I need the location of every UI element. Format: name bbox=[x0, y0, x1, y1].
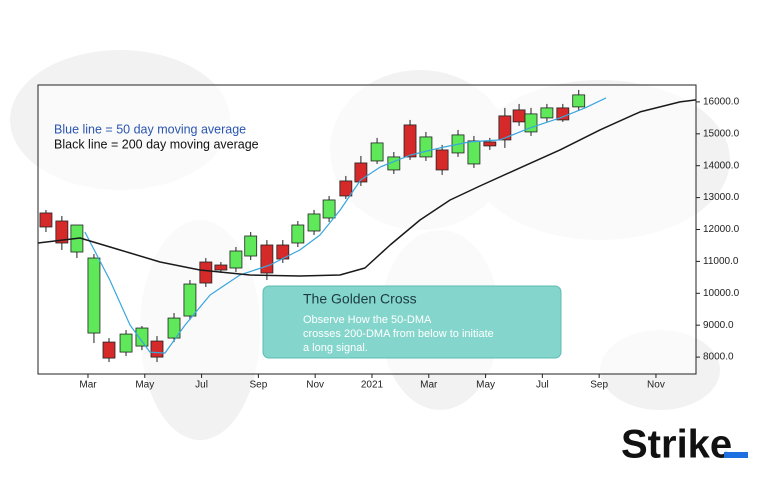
annotation-line: crosses 200-DMA from below to initiate bbox=[303, 328, 494, 340]
candle-body bbox=[483, 141, 497, 147]
candle-body bbox=[102, 341, 116, 359]
candle-body bbox=[229, 250, 243, 269]
annotation-box bbox=[262, 285, 562, 359]
candle-body bbox=[244, 235, 258, 257]
x-tick-label: May bbox=[476, 380, 495, 391]
candle-body bbox=[119, 333, 133, 353]
x-tick-label: Sep bbox=[590, 380, 608, 391]
x-tick-label: 2021 bbox=[361, 380, 384, 391]
y-tick-label: 16000.0 bbox=[703, 97, 740, 108]
y-tick-label: 9000.0 bbox=[703, 320, 734, 331]
candle-body bbox=[419, 136, 433, 158]
y-tick-label: 13000.0 bbox=[703, 192, 740, 203]
x-tick-label: Nov bbox=[647, 380, 665, 391]
x-tick-label: Sep bbox=[249, 380, 267, 391]
brand-accent bbox=[724, 452, 748, 458]
x-tick-label: May bbox=[135, 380, 154, 391]
candle-body bbox=[214, 264, 228, 271]
x-tick-label: Jul bbox=[536, 380, 549, 391]
annotation-line: Observe How the 50-DMA bbox=[303, 314, 432, 326]
x-tick-label: Mar bbox=[420, 380, 438, 391]
candle-body bbox=[167, 317, 181, 339]
candle-body bbox=[512, 109, 526, 123]
candle-body bbox=[199, 261, 213, 284]
candle-body bbox=[572, 94, 586, 108]
y-tick-label: 8000.0 bbox=[703, 352, 734, 363]
candle-body bbox=[339, 180, 353, 197]
candle-body bbox=[135, 327, 149, 347]
candle-body bbox=[322, 199, 336, 219]
x-tick-label: Jul bbox=[195, 380, 208, 391]
plot: 8000.0 9000.0 10000.0 11000.0 12000.0 13000.0… bbox=[37, 89, 740, 391]
candle-body bbox=[307, 213, 321, 232]
x-tick-label: Mar bbox=[79, 380, 97, 391]
candle-body bbox=[370, 142, 384, 162]
y-tick-label: 14000.0 bbox=[703, 160, 740, 171]
moving-average-line bbox=[37, 99, 697, 277]
candle-body bbox=[39, 212, 53, 228]
candle-body bbox=[467, 140, 481, 165]
moving-average-line bbox=[84, 97, 607, 354]
y-tick-label: 11000.0 bbox=[703, 256, 739, 267]
legend-black: Black line = 200 day moving average bbox=[54, 137, 259, 151]
candle-body bbox=[55, 220, 69, 244]
candle-body bbox=[498, 115, 512, 141]
candle-body bbox=[150, 340, 164, 358]
candle-body bbox=[291, 224, 305, 244]
y-tick-label: 15000.0 bbox=[703, 128, 740, 139]
candle-body bbox=[403, 124, 417, 158]
candle-body bbox=[87, 257, 101, 334]
candle-body bbox=[540, 107, 554, 119]
x-tick-label: Nov bbox=[306, 380, 324, 391]
candle-body bbox=[260, 244, 274, 274]
y-tick-label: 12000.0 bbox=[703, 224, 740, 235]
annotation-line: a long signal. bbox=[303, 342, 368, 354]
candle-body bbox=[524, 113, 538, 133]
legend-blue: Blue line = 50 day moving average bbox=[54, 122, 246, 136]
candle-body bbox=[183, 283, 197, 317]
annotation-title: The Golden Cross bbox=[303, 291, 417, 307]
y-tick-label: 10000.0 bbox=[703, 288, 740, 299]
brand-logo: Strike bbox=[621, 423, 732, 467]
candle-body bbox=[435, 149, 449, 171]
